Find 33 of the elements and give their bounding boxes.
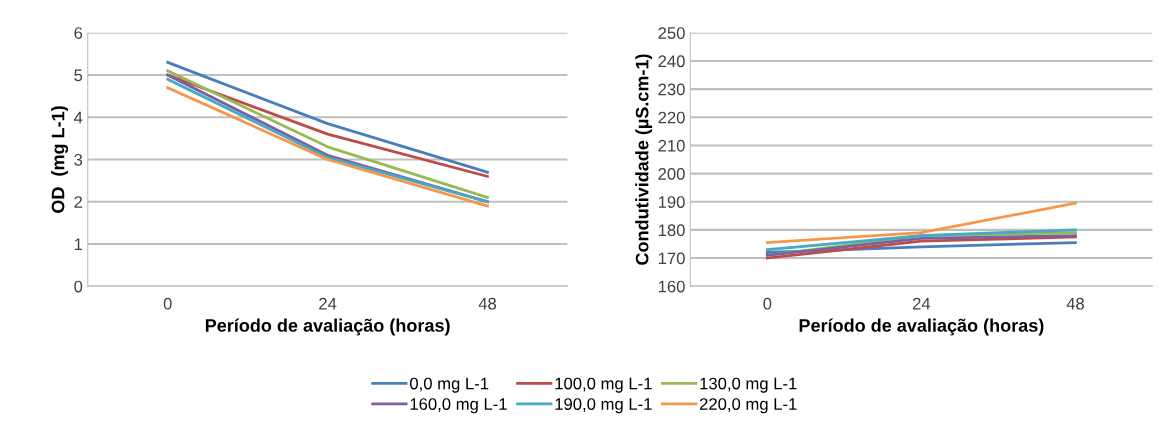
legend-label: 0,0 mg L-1 [410,377,489,393]
y-tick-label: 220 [658,111,685,124]
x-tick-label: 48 [1066,297,1084,310]
legend-label: 160,0 mg L-1 [410,398,507,414]
y-tick-label: 170 [658,252,685,265]
x-tick-label: 24 [912,297,931,310]
y-axis-title: Condutividade (µS.cm-1) [635,54,653,265]
x-tick-label: 24 [319,297,337,310]
legend-label: 190,0 mg L-1 [555,398,652,414]
y-tick-label: 180 [658,224,685,237]
x-tick-label: 0 [763,297,772,310]
y-axis-title: OD (mg L-1) [51,106,69,213]
y-tick-label: 190 [658,196,685,208]
y-tick-label: 250 [658,27,685,39]
x-tick-label: 0 [163,297,172,310]
y-tick-label: 210 [658,139,685,152]
y-tick-label: 6 [74,27,83,39]
y-tick-label: 5 [74,69,83,82]
legend-label: 130,0 mg L-1 [700,377,797,393]
legend-label: 100,0 mg L-1 [555,377,652,393]
y-tick-label: 2 [74,196,83,208]
y-tick-label: 230 [658,83,685,96]
y-tick-label: 0 [74,280,83,293]
y-tick-label: 4 [74,111,83,124]
y-tick-label: 3 [74,153,83,166]
x-tick-label: 48 [478,297,497,310]
y-tick-label: 200 [658,167,685,180]
y-tick-label: 240 [658,55,685,68]
x-axis-title: Período de avaliação (horas) [799,318,1044,336]
x-axis-title: Período de avaliação (horas) [205,318,450,336]
legend-label: 220,0 mg L-1 [699,398,797,414]
y-tick-label: 160 [658,280,685,293]
y-tick-label: 1 [74,238,83,251]
